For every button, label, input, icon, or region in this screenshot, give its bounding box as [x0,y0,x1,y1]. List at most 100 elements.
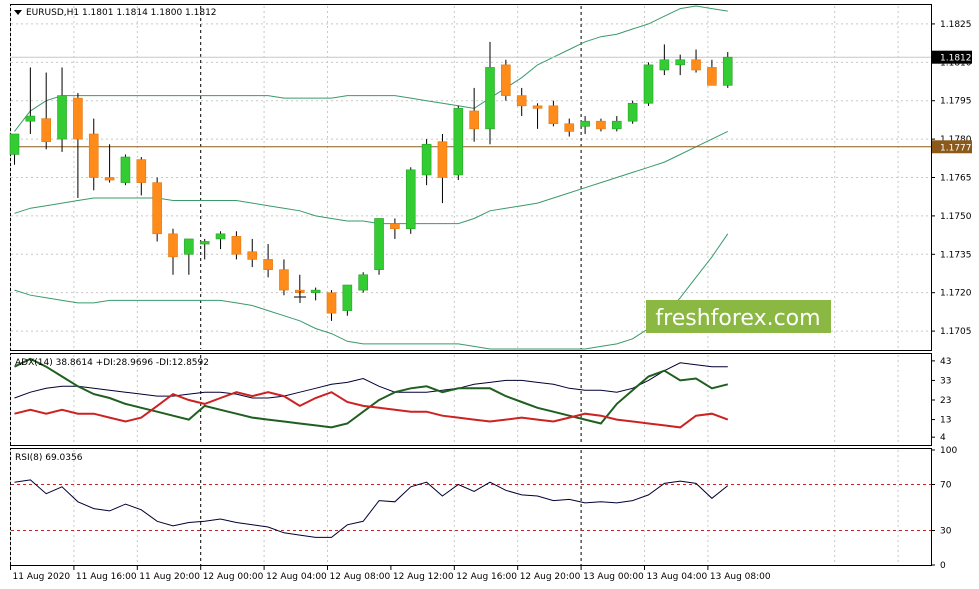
candle [374,218,384,275]
rsi-panel-frame [10,448,932,566]
candle-body [437,141,448,178]
price-tick-label: 1.1795 [940,97,972,107]
candle [231,231,242,260]
candle-body [564,123,575,132]
candle [247,238,258,268]
rsi-tick-label: 70 [940,481,952,491]
rsi-tick-label: 0 [940,561,946,571]
candle [564,118,575,137]
candle [152,177,162,242]
axis-labels: 1.18251.18101.17951.17801.17651.17501.17… [10,20,972,582]
candle-body [25,115,36,122]
candle-body [580,120,590,127]
candle-body [88,133,99,178]
candle-body [279,269,289,291]
candle-body [120,156,131,183]
candle-body [390,223,400,229]
price-tick-label: 1.1705 [940,327,972,337]
candle-body [516,95,527,107]
current-price-label: 1.1812 [940,54,972,64]
candle [263,244,273,278]
time-tick-label: 12 Aug 00:00 [203,572,264,582]
rsi-tick-label: 100 [940,446,957,456]
candle-body [215,233,226,240]
horizontal-level-line [11,56,931,148]
adx-tick-label: 4 [940,433,946,443]
candle [516,87,527,117]
adx-tick-label: 33 [940,376,951,386]
candle-body [168,233,178,258]
rsi-line [14,479,729,538]
time-tick-label: 12 Aug 08:00 [330,572,391,582]
candle [643,62,654,106]
price-tick-label: 1.1750 [940,212,972,222]
adx-line [14,362,728,399]
candle-body [184,238,194,255]
level-price-label: 1.1777 [940,143,972,153]
candle-body [548,105,559,125]
watermark-text: freshforex.com [655,306,820,331]
candle [405,167,416,234]
lower-band-line [14,233,729,350]
candle [120,154,131,186]
middle-band-line [14,130,729,225]
candle [611,116,622,132]
adx-panel-frame [10,353,932,446]
candle [184,238,194,275]
candle [215,231,226,250]
candle [469,87,479,142]
main-panel-header: EURUSD,H1 1.1801 1.1814 1.1800 1.1812 [26,8,217,18]
current-price-tag: 1.1812 [932,50,972,64]
candle [358,272,369,293]
candle [437,133,448,204]
candle [453,105,464,181]
candlesticks [9,41,733,321]
price-tick-label: 1.1780 [940,135,972,145]
crosshair-cursor-icon [294,291,306,303]
candle-body [41,118,52,142]
candle-body [643,64,654,104]
time-tick-label: 11 Aug 20:00 [139,572,200,582]
time-tick-label: 11 Aug 2020 [13,572,71,582]
candle [41,72,52,150]
candle-body [358,274,369,291]
price-tick-label: 1.1735 [940,250,972,260]
candle [548,100,559,127]
candle-body [136,159,147,183]
rsi-panel-header: RSI(8) 69.0356 [15,453,83,463]
adx-panel-header: ADX(14) 38.8614 +DI:28.9696 -DI:12.8592 [15,358,209,368]
candle [675,54,686,76]
time-tick-label: 13 Aug 04:00 [647,572,708,582]
candle-body [405,169,416,229]
price-tick-label: 1.1825 [940,20,972,30]
candle-body [57,95,67,140]
candle [659,44,670,76]
candle-body [611,120,622,130]
time-tick-label: 12 Aug 20:00 [520,572,581,582]
candle [73,93,83,198]
upper-band-line [14,5,728,132]
level-price-tag: 1.1777 [932,140,972,154]
grid-lines [10,6,931,565]
candle-body [152,182,162,235]
candle-body [310,289,321,293]
candle-body [231,236,242,255]
candle [57,67,67,152]
symbol-dropdown-icon[interactable] [14,10,22,15]
candle-body [326,292,337,314]
candle-body [675,59,686,66]
candle [168,228,178,275]
candle [627,100,638,124]
candle [279,259,289,296]
price-tick-label: 1.1720 [940,289,972,299]
rsi-lines [11,479,931,538]
candle [421,139,432,186]
candle [580,116,590,134]
candle-body [104,177,115,181]
candle [501,59,511,101]
candle [310,287,321,301]
candle [691,49,701,73]
candle-body [199,241,210,245]
candle [88,118,99,191]
